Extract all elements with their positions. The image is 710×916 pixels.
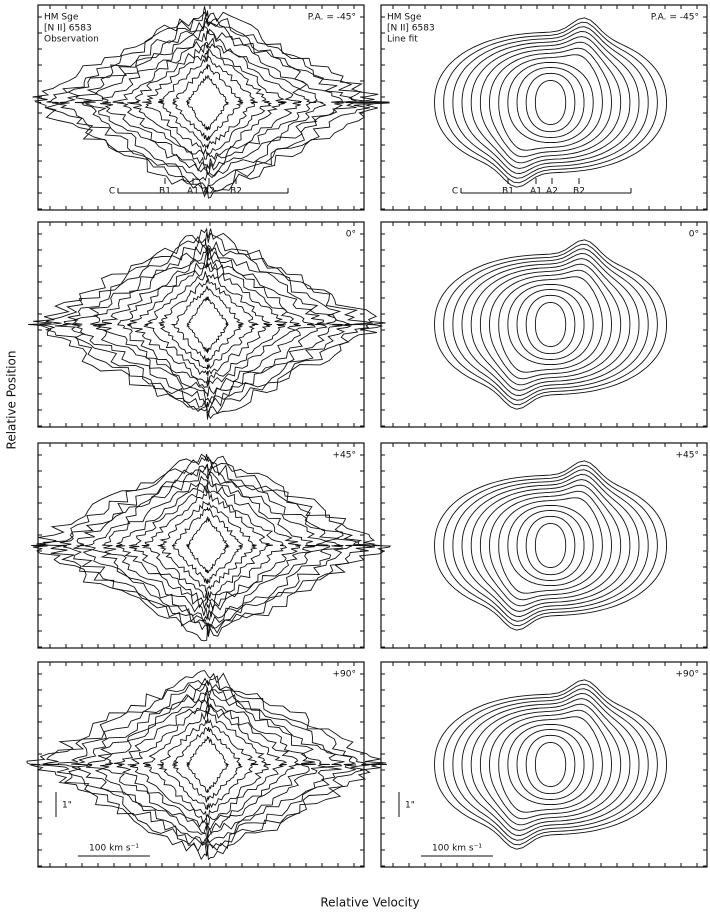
position-angle: P.A. = -45°	[651, 13, 699, 23]
panel-label: [N II] 6583	[387, 24, 435, 34]
contour	[471, 259, 630, 391]
feature-marker: B1	[502, 187, 514, 197]
feature-marker: B2	[573, 187, 585, 197]
contour	[462, 475, 639, 617]
feature-marker: A2	[546, 187, 558, 197]
feature-marker: B1	[159, 187, 171, 197]
contour	[499, 55, 603, 150]
contour	[517, 68, 584, 138]
scale-label: 100 km s⁻¹	[89, 844, 139, 854]
position-angle: 0°	[689, 230, 699, 240]
contour	[127, 265, 286, 385]
feature-marker: A1	[187, 187, 199, 197]
contour	[535, 524, 565, 568]
panel-label: [N II] 6583	[44, 24, 92, 34]
contour	[499, 717, 603, 812]
feature-marker: C	[452, 187, 458, 197]
contour	[517, 511, 584, 581]
contour	[462, 254, 639, 396]
contour	[517, 730, 584, 800]
feature-marker: C	[109, 187, 115, 197]
panel-label: HM Sge	[387, 13, 422, 23]
scale-label: 100 km s⁻¹	[432, 844, 482, 854]
figure: Relative Position Relative Velocity HM S…	[0, 0, 710, 916]
position-angle: 0°	[346, 230, 356, 240]
contour	[526, 295, 575, 353]
contour	[526, 516, 575, 574]
contour	[480, 264, 620, 385]
contour	[517, 290, 584, 360]
x-axis-title: Relative Velocity	[320, 896, 419, 910]
contour	[535, 743, 565, 787]
contour	[480, 704, 620, 825]
panel-label: Line fit	[387, 35, 418, 45]
position-angle: P.A. = -45°	[308, 13, 356, 23]
contour	[526, 735, 575, 793]
contour	[435, 680, 667, 849]
contour	[74, 464, 344, 629]
contour	[508, 505, 593, 585]
contour	[471, 699, 630, 831]
contour	[435, 18, 667, 187]
contour	[75, 21, 344, 180]
y-axis-title: Relative Position	[5, 351, 19, 450]
contour	[435, 461, 667, 630]
contour	[526, 73, 575, 131]
position-angle: +45°	[676, 451, 700, 461]
position-angle: +90°	[333, 670, 357, 680]
scale-label: 1"	[62, 801, 72, 811]
contour	[535, 81, 565, 125]
contour	[508, 724, 593, 804]
contour	[462, 32, 639, 174]
contour	[499, 277, 603, 372]
feature-marker: A1	[530, 187, 542, 197]
contour	[480, 485, 620, 606]
contour	[499, 498, 603, 593]
contour	[480, 42, 620, 163]
contour	[187, 737, 228, 793]
contour	[471, 37, 630, 169]
contour	[462, 694, 639, 836]
contour	[535, 303, 565, 347]
contour	[508, 284, 593, 364]
contour	[117, 260, 301, 388]
contour	[508, 62, 593, 142]
scale-label: 1"	[405, 801, 415, 811]
contour	[471, 480, 630, 612]
position-angle: +45°	[333, 451, 357, 461]
position-angle: +90°	[676, 670, 700, 680]
contour	[435, 240, 667, 409]
panel-label: HM Sge	[44, 13, 79, 23]
panel-label: Observation	[44, 35, 99, 45]
feature-marker: A2	[203, 187, 215, 197]
contour	[187, 76, 229, 131]
contour	[90, 247, 327, 402]
feature-marker: B2	[230, 187, 242, 197]
